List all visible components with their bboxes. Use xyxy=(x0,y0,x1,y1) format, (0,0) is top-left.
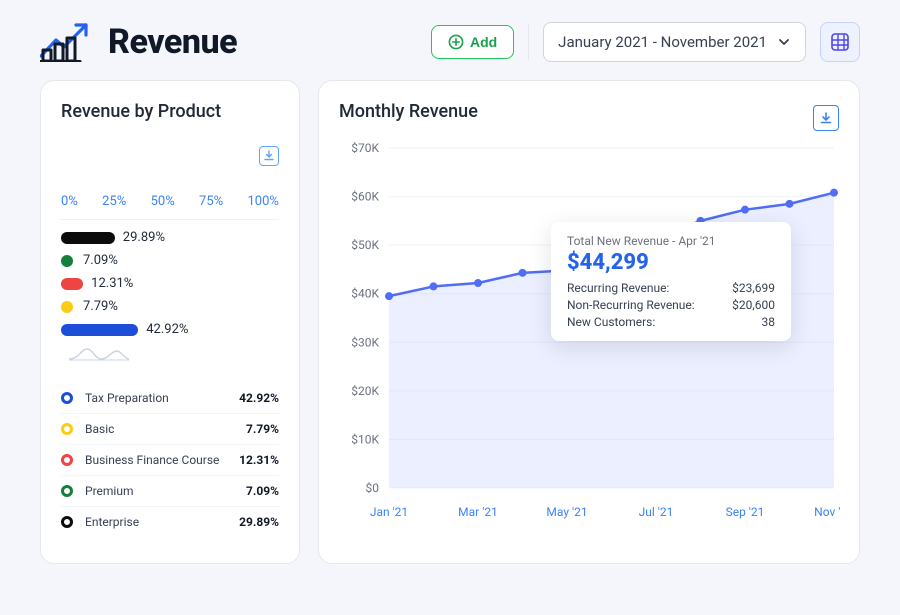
date-range-picker[interactable]: January 2021 - November 2021 xyxy=(543,22,806,62)
legend-row[interactable]: Business Finance Course12.31% xyxy=(61,444,279,475)
axis-tick: 0% xyxy=(61,194,78,209)
product-bars: 29.89% 7.09% 12.31% 7.79% 42.92% xyxy=(61,219,279,337)
tooltip-value: $20,600 xyxy=(732,298,775,312)
svg-text:May '21: May '21 xyxy=(546,505,587,519)
bar-label: 29.89% xyxy=(123,230,165,245)
tooltip-value: $23,699 xyxy=(732,281,775,295)
svg-text:Sep '21: Sep '21 xyxy=(726,505,765,519)
svg-text:Jul '21: Jul '21 xyxy=(639,505,674,519)
legend-label: Basic xyxy=(85,422,246,436)
percent-axis: 0% 25% 50% 75% 100% xyxy=(61,194,279,209)
legend-marker-icon xyxy=(61,516,73,528)
add-button[interactable]: Add xyxy=(431,25,514,59)
bar-pill xyxy=(61,278,83,290)
chevron-down-icon xyxy=(777,35,791,49)
page-header: Revenue Add January 2021 - November 2021 xyxy=(0,0,900,80)
axis-tick: 50% xyxy=(151,194,175,209)
bar-label: 42.92% xyxy=(146,322,188,337)
tooltip-title: Total New Revenue - Apr '21 xyxy=(567,234,775,248)
legend-row[interactable]: Basic7.79% xyxy=(61,413,279,444)
separator xyxy=(528,24,529,60)
download-revenue-chart-button[interactable] xyxy=(813,105,839,131)
date-range-label: January 2021 - November 2021 xyxy=(558,33,767,51)
svg-text:$50K: $50K xyxy=(351,238,379,252)
legend-marker-icon xyxy=(61,485,73,497)
product-legend: Tax Preparation42.92%Basic7.79%Business … xyxy=(61,383,279,537)
svg-text:$20K: $20K xyxy=(351,384,379,398)
legend-value: 42.92% xyxy=(239,391,279,405)
legend-marker-icon xyxy=(61,423,73,435)
tooltip-row: New Customers: 38 xyxy=(567,315,775,329)
product-bar-row: 7.09% xyxy=(61,253,279,268)
plus-circle-icon xyxy=(448,34,464,50)
tooltip-key: Recurring Revenue: xyxy=(567,281,669,295)
add-button-label: Add xyxy=(470,34,497,50)
bar-label: 7.09% xyxy=(83,253,118,268)
legend-value: 7.79% xyxy=(246,422,279,436)
legend-row[interactable]: Tax Preparation42.92% xyxy=(61,383,279,413)
legend-row[interactable]: Enterprise29.89% xyxy=(61,506,279,537)
legend-marker-icon xyxy=(61,392,73,404)
table-grid-icon xyxy=(830,32,850,52)
svg-text:$60K: $60K xyxy=(351,190,379,204)
svg-text:Mar '21: Mar '21 xyxy=(458,505,498,519)
tooltip-value: 38 xyxy=(762,315,776,329)
product-bar-row: 29.89% xyxy=(61,230,279,245)
legend-marker-icon xyxy=(61,454,73,466)
revenue-by-product-card: Revenue by Product 0% 25% 50% 75% 100% 29.89… xyxy=(40,80,300,564)
bar-pill xyxy=(61,324,138,336)
legend-label: Business Finance Course xyxy=(85,453,239,467)
svg-text:$10K: $10K xyxy=(351,432,379,446)
mini-distribution-icon xyxy=(69,347,129,361)
tooltip-key: New Customers: xyxy=(567,315,655,329)
card-title: Revenue by Product xyxy=(61,101,221,122)
bar-label: 7.79% xyxy=(83,299,118,314)
tooltip-row: Non-Recurring Revenue: $20,600 xyxy=(567,298,775,312)
bar-dot xyxy=(61,301,73,313)
header-actions: Add January 2021 - November 2021 xyxy=(431,22,860,62)
svg-text:Jan '21: Jan '21 xyxy=(370,505,408,519)
bar-pill xyxy=(61,232,115,244)
product-bar-row: 7.79% xyxy=(61,299,279,314)
revenue-growth-icon xyxy=(40,22,90,62)
legend-label: Enterprise xyxy=(85,515,239,529)
product-bar-row: 12.31% xyxy=(61,276,279,291)
legend-label: Tax Preparation xyxy=(85,391,239,405)
bar-dot xyxy=(61,255,73,267)
download-icon xyxy=(819,111,833,125)
table-view-button[interactable] xyxy=(820,22,860,62)
product-bar-row: 42.92% xyxy=(61,322,279,337)
svg-text:$40K: $40K xyxy=(351,287,379,301)
svg-text:$0: $0 xyxy=(366,481,380,495)
monthly-revenue-card: Monthly Revenue $0 $10K $20K $30K $40K $50K $6… xyxy=(318,80,860,564)
legend-value: 12.31% xyxy=(239,453,279,467)
legend-value: 7.09% xyxy=(246,484,279,498)
download-product-chart-button[interactable] xyxy=(259,146,279,166)
bar-label: 12.31% xyxy=(91,276,133,291)
page-title: Revenue xyxy=(108,22,237,62)
svg-text:Nov '21: Nov '21 xyxy=(814,505,841,519)
title-group: Revenue xyxy=(40,22,431,62)
line-chart[interactable]: $0 $10K $20K $30K $40K $50K $60K $70K Jan '21 Mar… xyxy=(339,140,839,535)
tooltip-amount: $44,299 xyxy=(567,250,775,275)
svg-text:$70K: $70K xyxy=(351,141,379,155)
axis-tick: 75% xyxy=(199,194,223,209)
download-icon xyxy=(263,150,275,162)
legend-row[interactable]: Premium7.09% xyxy=(61,475,279,506)
axis-tick: 100% xyxy=(248,194,279,209)
svg-text:$30K: $30K xyxy=(351,335,379,349)
legend-label: Premium xyxy=(85,484,246,498)
tooltip-key: Non-Recurring Revenue: xyxy=(567,298,695,312)
axis-tick: 25% xyxy=(102,194,126,209)
card-title: Monthly Revenue xyxy=(339,101,478,122)
content: Revenue by Product 0% 25% 50% 75% 100% 29.89… xyxy=(0,80,900,586)
tooltip-row: Recurring Revenue: $23,699 xyxy=(567,281,775,295)
legend-value: 29.89% xyxy=(239,515,279,529)
chart-tooltip: Total New Revenue - Apr '21 $44,299 Recu… xyxy=(551,222,791,341)
